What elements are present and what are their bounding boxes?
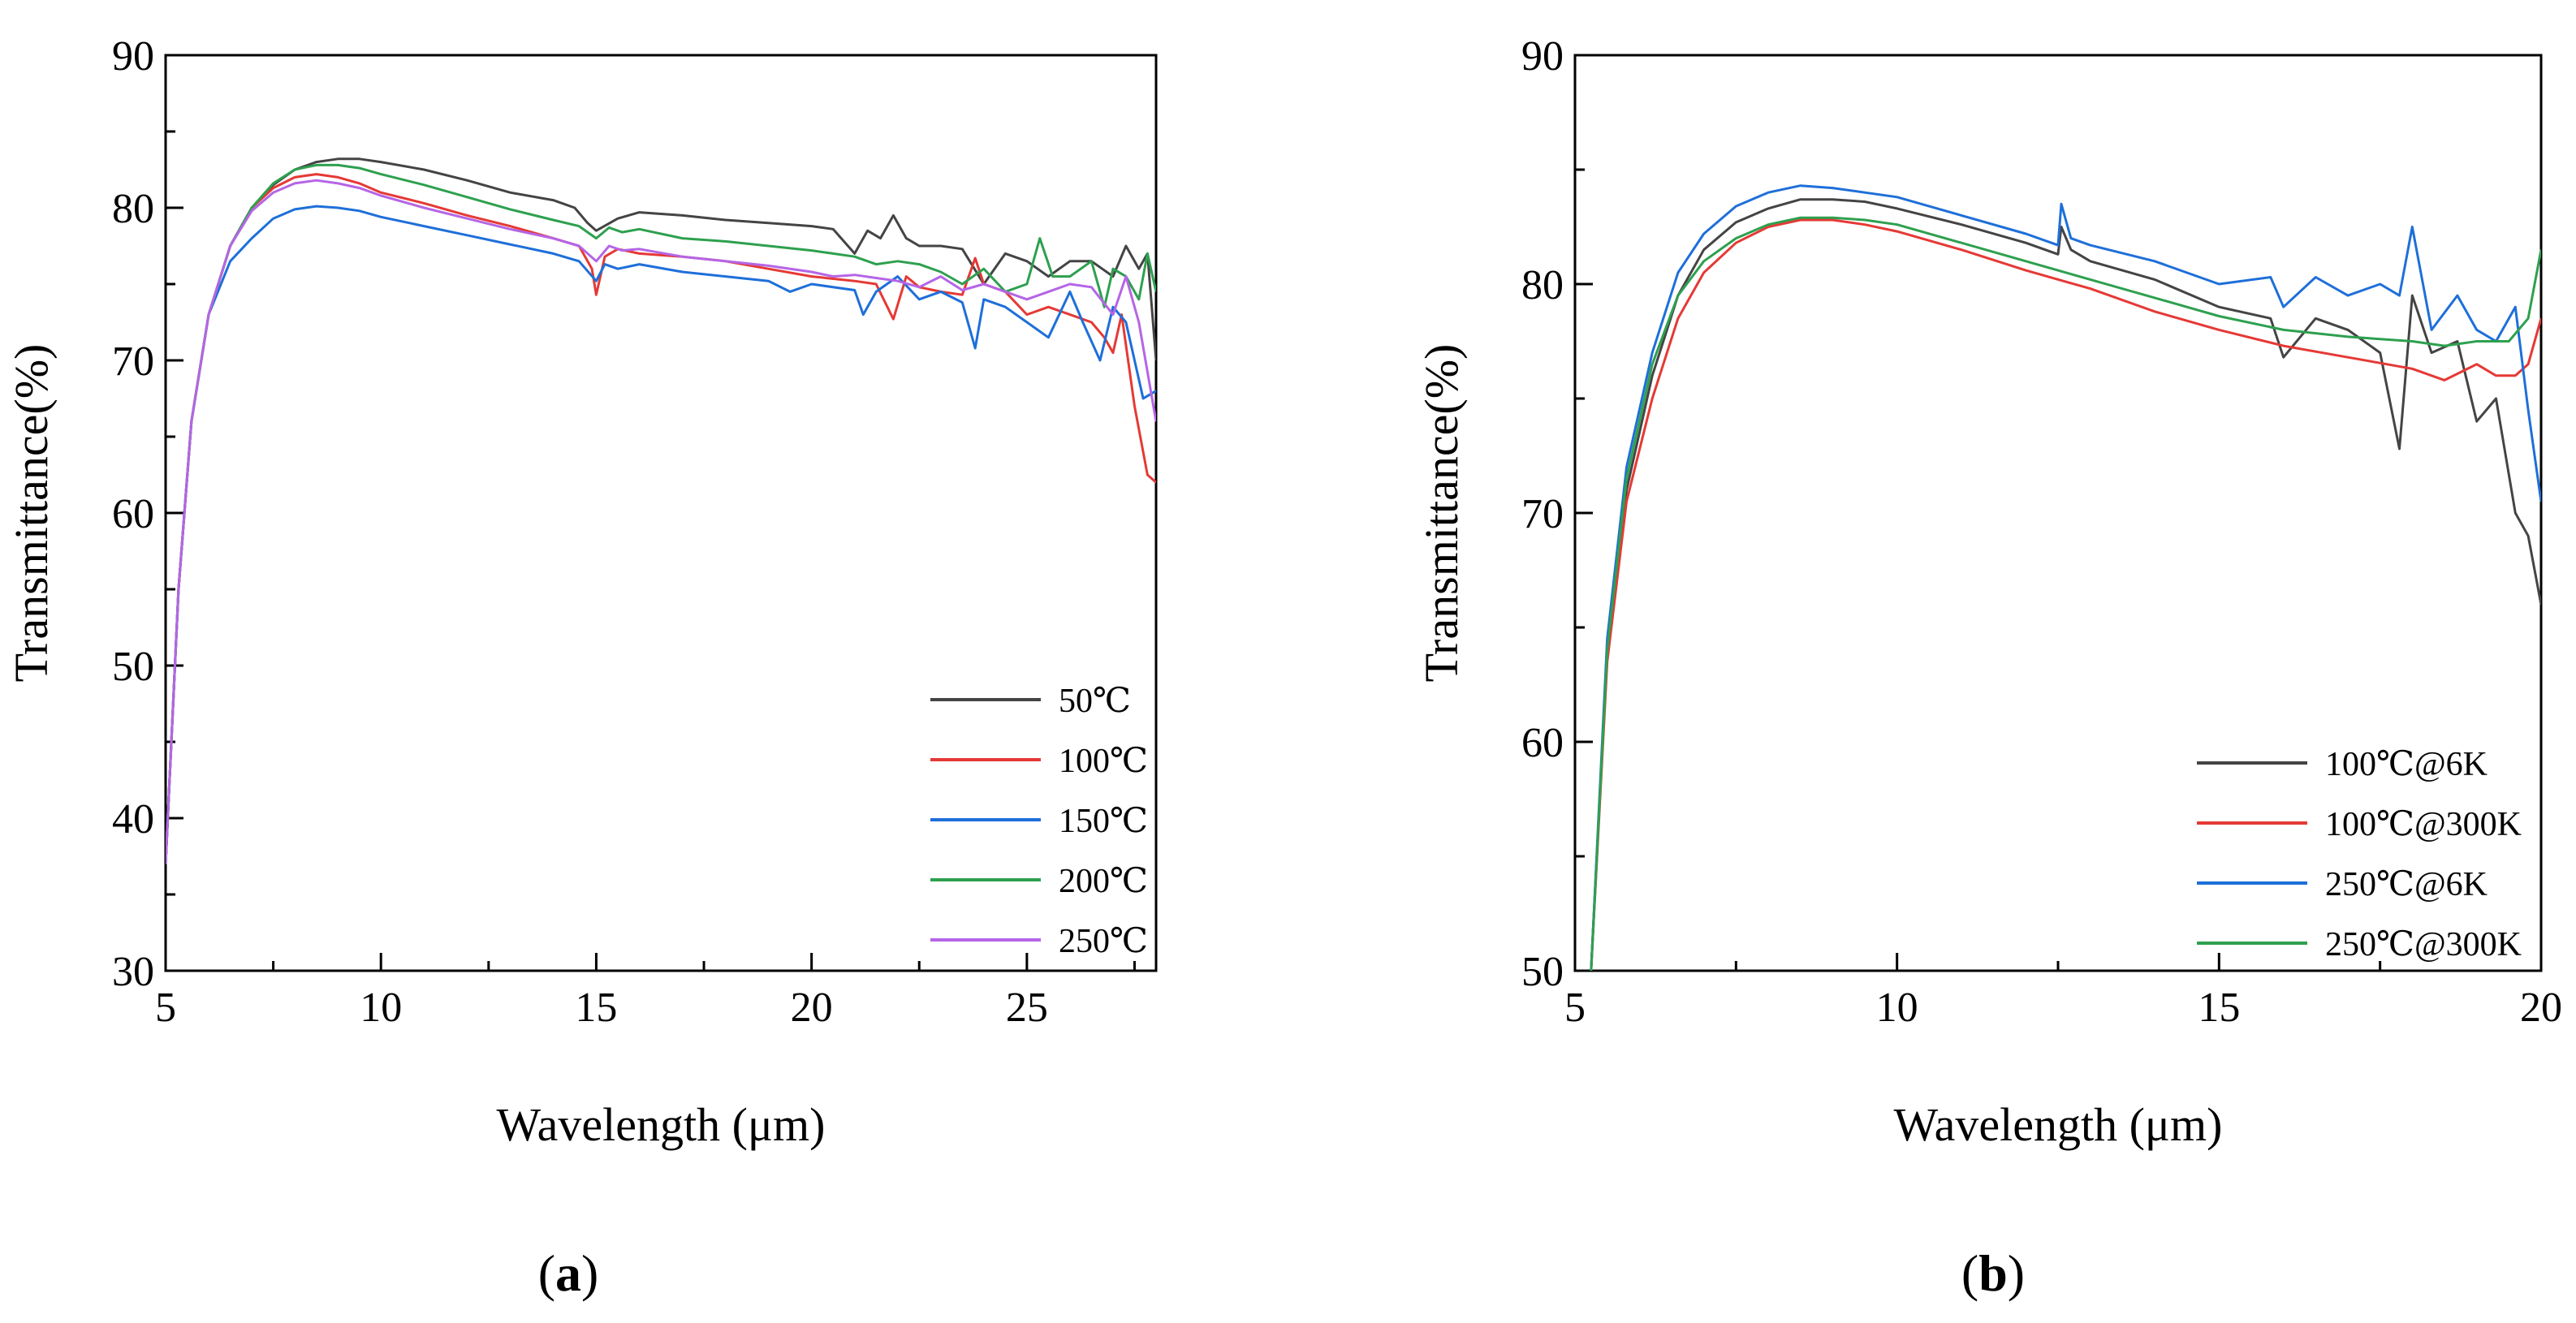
- chart-b-x-tick-label: 10: [1876, 985, 1918, 1031]
- chart-b-y-axis-title: Transmittance(%): [1415, 344, 1468, 683]
- chart-a-legend-label-150c: 150℃: [1059, 803, 1148, 840]
- chart-b-y-tick-label: 90: [1521, 33, 1564, 80]
- chart-a-series-250c: [166, 179, 1156, 864]
- chart-b-x-tick-label: 15: [2198, 985, 2240, 1031]
- chart-a-series-150c: [166, 205, 1156, 864]
- chart-b-y-tick-label: 70: [1521, 491, 1564, 537]
- chart-b-legend-label-250c-6k: 250℃@6K: [2325, 866, 2488, 903]
- chart-a-x-axis-title: Wavelength (μm): [497, 1098, 826, 1151]
- chart-a-panel-label: (a): [538, 1244, 599, 1302]
- chart-panel-a: 5 10 15 20 25 30 40 50 60 70 80 90 Wavelength (μm) Tr…: [5, 33, 1158, 1302]
- chart-b-x-axis-title: Wavelength (μm): [1894, 1098, 2223, 1151]
- chart-a-x-tick-label: 5: [155, 985, 176, 1031]
- chart-a-y-tick-label: 50: [112, 644, 154, 690]
- chart-a-legend-label-50c: 50℃: [1059, 683, 1131, 720]
- chart-b-panel-label: (b): [1961, 1244, 2025, 1302]
- chart-a-x-tick-label: 15: [575, 985, 617, 1031]
- chart-b-series-250c-300k: [1590, 216, 2541, 971]
- chart-b-series-250c-6k: [1590, 184, 2541, 971]
- chart-b-series-100c-6k: [1590, 198, 2541, 971]
- chart-a-y-axis-title: Transmittance(%): [5, 344, 58, 683]
- chart-a-y-tick-label: 90: [112, 33, 154, 80]
- chart-a-y-tick-label: 30: [112, 949, 154, 995]
- chart-b-legend-label-100c-6k: 100℃@6K: [2325, 746, 2488, 783]
- chart-a-x-tick-label: 20: [791, 985, 833, 1031]
- chart-b-y-tick-label: 80: [1521, 262, 1564, 308]
- chart-a-legend-label-200c: 200℃: [1059, 863, 1148, 900]
- chart-b-legend-label-250c-300k: 250℃@300K: [2325, 926, 2522, 963]
- chart-b-legend-label-100c-300k: 100℃@300K: [2325, 806, 2522, 843]
- chart-b-y-tick-label: 60: [1521, 720, 1564, 766]
- chart-a-legend-label-250c: 250℃: [1059, 923, 1148, 960]
- chart-b-series-100c-300k: [1590, 218, 2541, 971]
- chart-b-y-tick-label: 50: [1521, 949, 1564, 995]
- chart-a-series-200c: [166, 163, 1156, 864]
- chart-a-plot-frame: [164, 54, 1158, 972]
- chart-b-x-tick-label: 20: [2520, 985, 2562, 1031]
- chart-a-x-tick-label: 10: [360, 985, 402, 1031]
- chart-a-y-tick-label: 40: [112, 796, 154, 842]
- chart-a-y-tick-label: 70: [112, 338, 154, 385]
- chart-a-y-tick-label: 80: [112, 186, 154, 232]
- chart-b-x-tick-label: 5: [1564, 985, 1586, 1031]
- chart-panel-b: 5 10 15 20 50 60 70 80 90 Wavelength (μm) Transmit…: [1415, 33, 2562, 1302]
- chart-a-x-tick-label: 25: [1006, 985, 1048, 1031]
- chart-a-legend-label-100c: 100℃: [1059, 743, 1148, 780]
- chart-a-y-tick-label: 60: [112, 491, 154, 537]
